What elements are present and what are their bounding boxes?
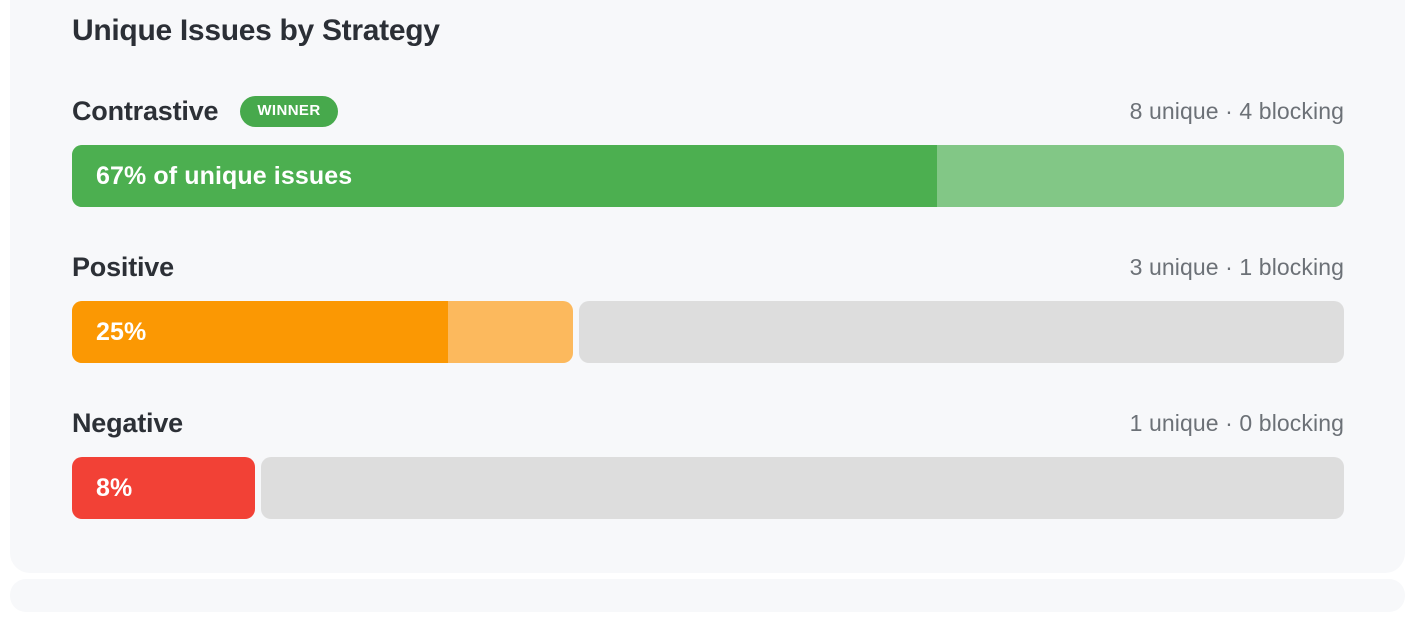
bar-track-remainder [261,457,1344,519]
next-card-edge [10,579,1405,612]
row-head: Negative 1 unique · 0 blocking [72,407,1344,439]
strategy-bar: 67% of unique issues [72,145,1344,207]
row-title: Contrastive WINNER [72,95,338,127]
bar-value-label: 67% of unique issues [96,161,353,190]
bar-fill-segment: 67% of unique issues [72,145,937,207]
row-title: Negative [72,407,183,439]
bar-value-label: 8% [96,473,133,502]
bar-fill-segment: 8% [72,457,256,519]
strategy-row-positive: Positive 3 unique · 1 blocking 25% [72,251,1344,363]
page-title: Unique Issues by Strategy [72,14,440,47]
strategy-bar: 25% [72,301,1344,363]
row-head: Positive 3 unique · 1 blocking [72,251,1344,283]
bar-colored-segment: 67% of unique issues [72,145,1344,207]
strategy-label: Positive [72,252,174,282]
row-title: Positive [72,251,174,283]
bar-track-remainder [579,301,1344,363]
row-meta-counts: 1 unique · 0 blocking [1129,410,1344,436]
strategy-row-contrastive: Contrastive WINNER 8 unique · 4 blocking… [72,95,1344,207]
bar-fill-segment: 25% [72,301,448,363]
strategy-bar: 8% [72,457,1344,519]
row-meta-counts: 3 unique · 1 blocking [1129,254,1344,280]
unique-issues-card: Unique Issues by Strategy Contrastive WI… [10,0,1405,573]
strategy-row-negative: Negative 1 unique · 0 blocking 8% [72,407,1344,519]
winner-badge: WINNER [240,95,338,127]
bar-colored-segment: 25% [72,301,574,363]
strategy-label: Contrastive [72,96,219,126]
strategy-label: Negative [72,408,183,438]
row-meta-counts: 8 unique · 4 blocking [1129,98,1344,124]
bar-value-label: 25% [96,317,147,346]
bar-colored-segment: 8% [72,457,256,519]
row-head: Contrastive WINNER 8 unique · 4 blocking [72,95,1344,127]
